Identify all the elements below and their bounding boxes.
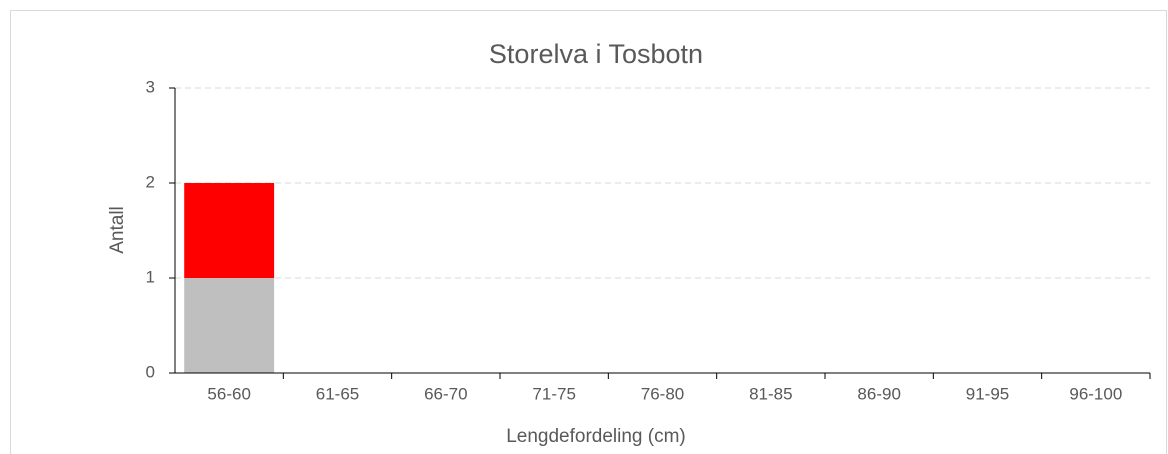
bar-segment [184, 183, 275, 278]
y-tick-label: 0 [146, 362, 155, 381]
x-tick-label: 81-85 [749, 384, 792, 403]
x-axis-label: Lengdefordeling (cm) [506, 426, 686, 447]
x-tick-label: 56-60 [207, 384, 250, 403]
x-tick-label: 61-65 [316, 384, 359, 403]
bar-segment [184, 278, 275, 373]
y-tick-label: 1 [146, 267, 155, 286]
chart-title: Storelva i Tosbotn [489, 39, 703, 69]
x-tick-label: 71-75 [532, 384, 575, 403]
y-axis-label: Antall [107, 206, 128, 254]
y-tick-label: 2 [146, 172, 155, 191]
x-tick-label: 91-95 [966, 384, 1009, 403]
x-tick-label: 76-80 [641, 384, 684, 403]
x-tick-label: 96-100 [1069, 384, 1122, 403]
x-tick-label: 86-90 [857, 384, 900, 403]
y-tick-label: 3 [146, 77, 155, 96]
x-tick-label: 66-70 [424, 384, 467, 403]
